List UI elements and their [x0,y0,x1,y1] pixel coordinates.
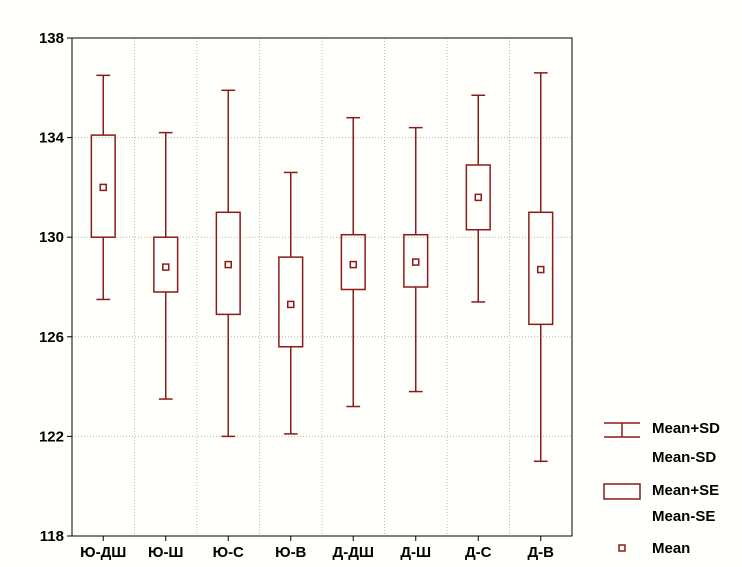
legend-label-sd-high: Mean+SD [652,420,720,437]
y-tick-label: 130 [39,229,64,246]
x-tick-label: Ю-С [213,544,244,561]
x-tick-label: Д-Ш [400,544,431,561]
mean-point [537,265,545,274]
mean-point [287,300,295,309]
box-group [403,126,429,393]
box-group [278,171,304,435]
legend-box-symbol [603,483,641,500]
x-tick-label: Д-В [527,544,554,561]
legend-label-sd-low: Mean-SD [652,449,716,466]
y-tick-label: 138 [39,30,64,47]
mean-point [99,183,107,192]
se-box [90,134,116,238]
box-group [90,74,116,301]
y-axis: 118 122 126 130 134 138 [39,30,72,545]
x-tick-label: Д-С [465,544,492,561]
mean-point [224,260,232,269]
x-tick-label: Ю-В [275,544,306,561]
mean-point [162,263,170,271]
box-group [528,72,554,463]
box-group [340,116,366,408]
y-tick-label: 118 [40,528,64,545]
box-series [90,72,554,463]
se-box [465,164,491,231]
se-box [528,211,554,326]
box-group [215,89,241,438]
se-box [403,233,429,288]
mean-point [349,260,357,269]
box-group [465,94,491,303]
x-tick-label: Д-ДШ [333,544,374,561]
legend: Mean+SD Mean-SD Mean+SE Mean-SE Mean [603,420,720,557]
plot-frame [71,37,573,537]
se-box [340,233,366,291]
legend-label-mean: Mean [652,540,690,557]
x-tick-label: Ю-Ш [148,544,184,561]
box-group [153,131,179,400]
legend-mean-symbol [618,544,626,552]
x-tick-label: Ю-ДШ [80,544,126,561]
se-box [215,211,241,316]
mean-point [474,193,482,202]
y-tick-label: 126 [39,329,64,346]
legend-whisker-symbol [604,422,640,438]
legend-label-se-high: Mean+SE [652,482,719,499]
grid-lines [72,38,572,536]
legend-label-se-low: Mean-SE [652,508,715,525]
x-axis: Ю-ДШ Ю-Ш Ю-С Ю-В Д-ДШ Д-Ш Д-С Д-В [80,536,554,561]
y-tick-label: 134 [39,130,65,147]
y-tick-label: 122 [39,428,64,445]
mean-point [412,258,420,266]
se-box [153,236,179,293]
se-box [278,256,304,348]
